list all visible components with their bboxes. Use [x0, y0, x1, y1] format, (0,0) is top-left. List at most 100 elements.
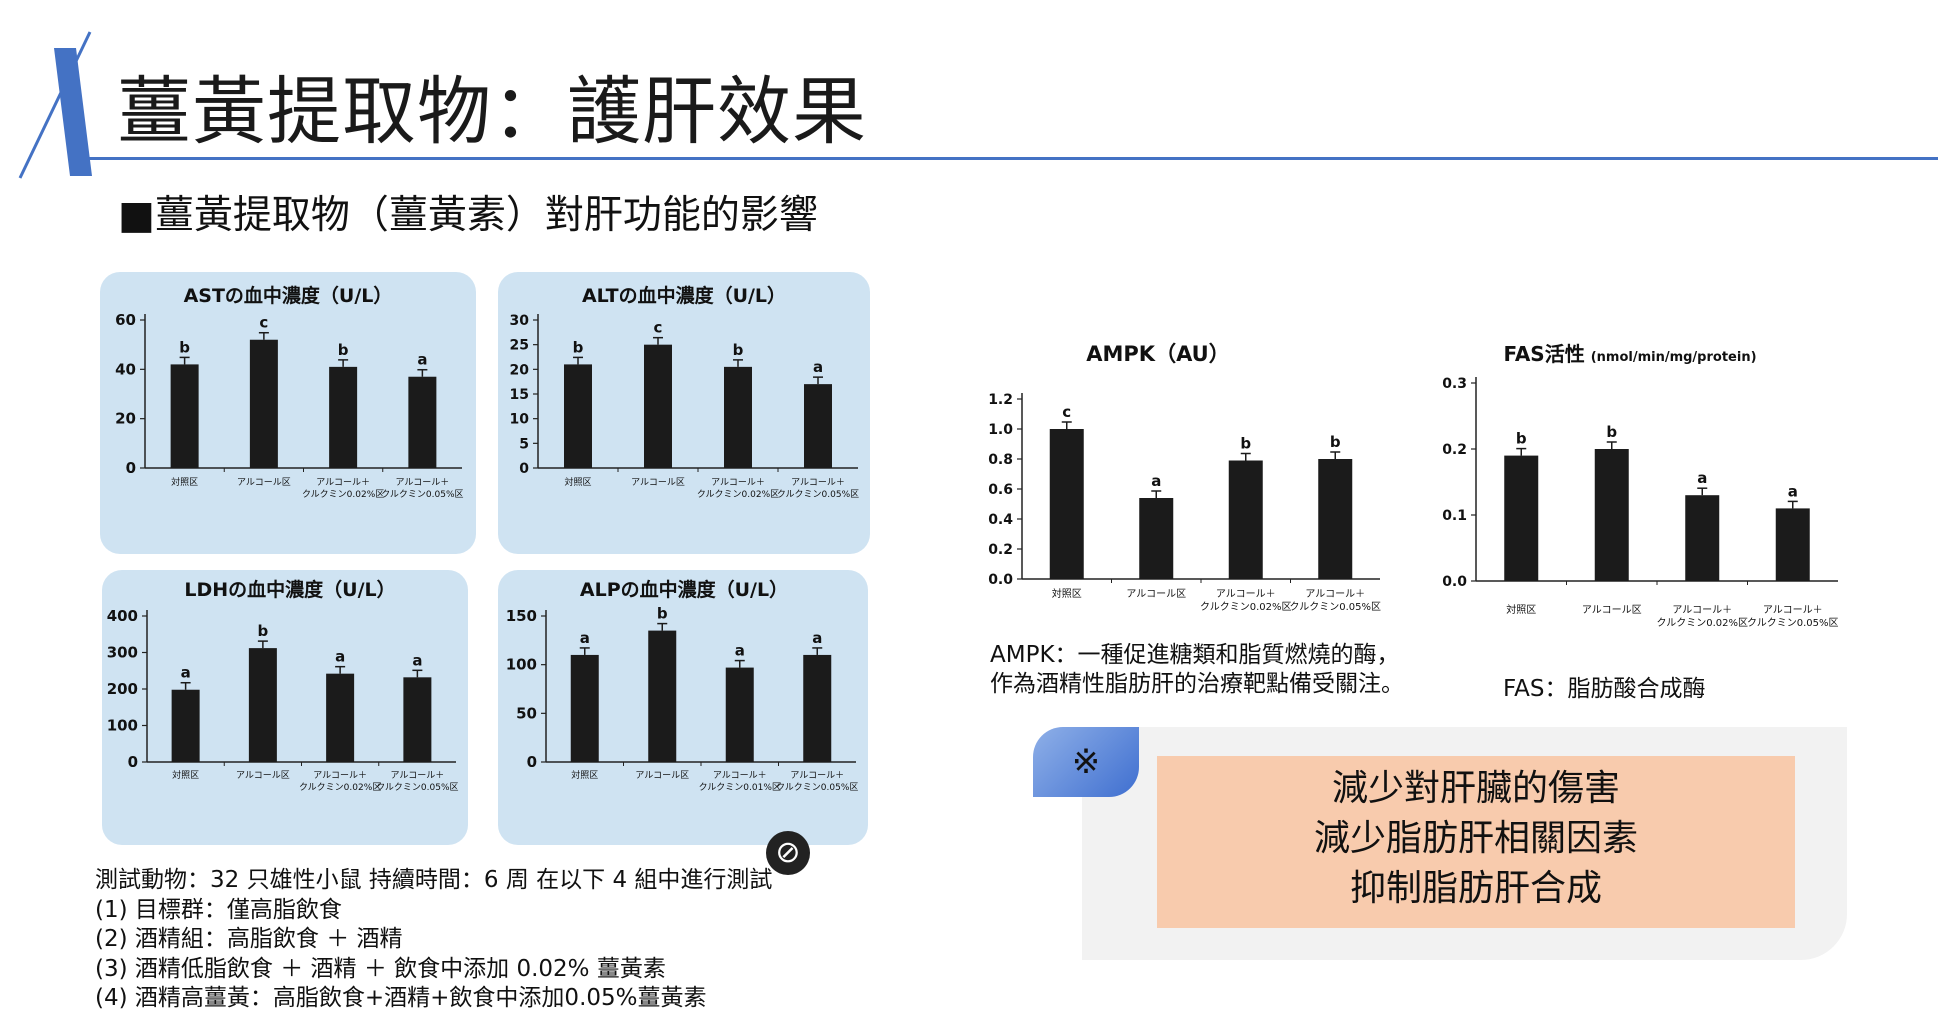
- y-tick-label: 150: [506, 607, 537, 625]
- y-tick-label: 1.0: [988, 422, 1013, 438]
- description-line: 測試動物：32 只雄性小鼠 持續時間：6 周 在以下 4 組中進行測試: [95, 867, 773, 893]
- y-tick-label: 100: [107, 717, 138, 735]
- significance-letter: a: [580, 629, 590, 647]
- category-label: アルコール＋: [316, 477, 370, 488]
- y-tick-label: 10: [510, 412, 530, 428]
- category-label: アルコール＋: [1216, 589, 1276, 600]
- category-label: アルコール区: [237, 477, 291, 488]
- bar: [329, 366, 358, 468]
- y-tick-label: 0.2: [1442, 442, 1467, 458]
- category-label: 対照区: [564, 476, 591, 488]
- significance-letter: a: [417, 351, 427, 369]
- bar: [644, 344, 672, 468]
- chart-title: LDHの血中濃度（U/L）: [184, 578, 395, 601]
- description-line: (3) 酒精低脂飲食 ＋ 酒精 ＋ 飲食中添加 0.02% 薑黃素: [95, 955, 666, 982]
- alp-chart: ALPの血中濃度（U/L） 0 50 100 150 a 対照区 b アルコール区 a アルコール＋…: [506, 578, 859, 793]
- category-label: アルコール＋: [790, 770, 844, 781]
- y-tick-label: 0.6: [988, 482, 1013, 498]
- x-slash-logo-icon: [18, 31, 92, 179]
- category-label: クルクミン0.05%区: [376, 782, 458, 793]
- callout-line: 減少對肝臟的傷害: [1331, 768, 1620, 809]
- bar: [1504, 455, 1539, 581]
- significance-letter: b: [1240, 435, 1251, 453]
- category-label: クルクミン0.05%区: [381, 489, 463, 500]
- category-label: クルクミン0.05%区: [1747, 617, 1838, 629]
- significance-letter: a: [735, 642, 745, 660]
- y-tick-label: 300: [107, 644, 138, 662]
- significance-letter: a: [1697, 469, 1707, 487]
- category-label: クルクミン0.05%区: [776, 782, 858, 793]
- alp-chart-panel: ALPの血中濃度（U/L） 0 50 100 150 a 対照区 b アルコール区 a アルコール＋…: [498, 570, 868, 845]
- category-label: クルクミン0.02%区: [1200, 601, 1291, 613]
- y-tick-label: 0: [126, 459, 136, 477]
- bar: [1139, 498, 1174, 579]
- y-tick-label: 20: [115, 410, 136, 428]
- callout-line: 減少脂肪肝相關因素: [1313, 818, 1638, 859]
- y-tick-label: 50: [516, 704, 537, 722]
- ampk-note-line: AMPK：一種促進糖類和脂質燃燒的酶，: [990, 642, 1400, 668]
- y-tick-label: 20: [510, 362, 530, 378]
- alt-chart-panel: ALTの血中濃度（U/L） 0 5 10 15 20 25 30 b 対照区 c アルコール区 b アルコ…: [498, 272, 870, 554]
- bar: [171, 689, 200, 762]
- alt-chart: ALTの血中濃度（U/L） 0 5 10 15 20 25 30 b 対照区 c アルコール区 b アルコ…: [510, 284, 860, 500]
- chart-title: FAS活性 (nmol/min/mg/protein): [1503, 342, 1756, 366]
- bar: [564, 364, 592, 468]
- significance-letter: a: [181, 664, 191, 682]
- callout-marker: ※: [1033, 727, 1139, 797]
- chart-title: AMPK（AU）: [1086, 342, 1229, 366]
- category-label: 対照区: [1052, 587, 1082, 600]
- significance-letter: b: [1516, 430, 1527, 448]
- y-tick-label: 40: [115, 360, 136, 378]
- significance-letter: b: [179, 338, 190, 356]
- ampk-note: AMPK：一種促進糖類和脂質燃燒的酶， 作為酒精性脂肪肝的治療靶點備受關注。: [990, 641, 1404, 699]
- y-tick-label: 400: [107, 607, 138, 625]
- chart-title: ALPの血中濃度（U/L）: [580, 578, 788, 601]
- bar: [249, 339, 278, 468]
- y-tick-label: 30: [510, 313, 530, 329]
- category-label: アルコール＋: [1763, 605, 1823, 616]
- category-label: アルコール＋: [1305, 589, 1365, 600]
- category-label: アルコール＋: [396, 477, 450, 488]
- significance-letter: b: [573, 338, 584, 356]
- fas-note: FAS：脂肪酸合成酶: [1503, 676, 1706, 702]
- test-description: 測試動物：32 只雄性小鼠 持續時間：6 周 在以下 4 組中進行測試 (1) …: [95, 866, 772, 1014]
- page-title: 薑黃提取物：護肝效果: [117, 69, 867, 155]
- description-line: (2) 酒精組：高脂飲食 ＋ 酒精: [95, 926, 403, 952]
- y-tick-label: 15: [510, 387, 529, 403]
- significance-letter: b: [733, 341, 744, 359]
- ampk-chart: AMPK（AU） 0.0 0.2 0.4 0.6 0.8 1.0 1.2 c 対照区 a アルコール区…: [988, 342, 1381, 613]
- bar: [804, 384, 832, 468]
- y-tick-label: 25: [510, 338, 529, 354]
- ampk-note-line: 作為酒精性脂肪肝的治療靶點備受關注。: [990, 671, 1404, 697]
- category-label: アルコール＋: [711, 477, 765, 488]
- significance-letter: b: [1330, 433, 1341, 451]
- callout-box: 減少對肝臟的傷害 減少脂肪肝相關因素 抑制脂肪肝合成: [1157, 756, 1795, 928]
- title-divider: [72, 157, 1938, 160]
- bar: [170, 364, 199, 468]
- category-label: 対照区: [171, 476, 198, 488]
- y-tick-label: 0.0: [1442, 574, 1467, 590]
- chart-title: ALTの血中濃度（U/L）: [582, 284, 786, 307]
- y-tick-label: 0.1: [1442, 508, 1467, 524]
- bar: [1685, 495, 1720, 581]
- ast-chart-panel: ASTの血中濃度（U/L） 0 20 40 60 b 対照区 c アルコール区 b アルコール＋ クル…: [100, 272, 476, 554]
- chart-title: ASTの血中濃度（U/L）: [184, 284, 393, 307]
- bar: [725, 667, 754, 762]
- page-subtitle: ■薑黃提取物（薑黃素）對肝功能的影響: [118, 193, 818, 238]
- category-label: アルコール＋: [791, 477, 845, 488]
- bar: [803, 654, 832, 762]
- y-tick-label: 0: [527, 753, 537, 771]
- significance-letter: a: [335, 648, 345, 666]
- y-tick-label: 60: [115, 311, 136, 329]
- bar: [1594, 449, 1629, 581]
- category-label: 対照区: [172, 769, 199, 781]
- y-tick-label: 0.0: [988, 572, 1013, 588]
- bar: [1318, 459, 1353, 579]
- category-label: クルクミン0.02%区: [697, 489, 779, 500]
- block-icon[interactable]: ⊘: [766, 831, 810, 875]
- bar: [570, 654, 599, 762]
- category-label: 対照区: [1506, 603, 1536, 616]
- y-tick-label: 0.4: [988, 512, 1013, 528]
- y-tick-label: 5: [519, 436, 529, 452]
- category-label: 対照区: [571, 769, 598, 781]
